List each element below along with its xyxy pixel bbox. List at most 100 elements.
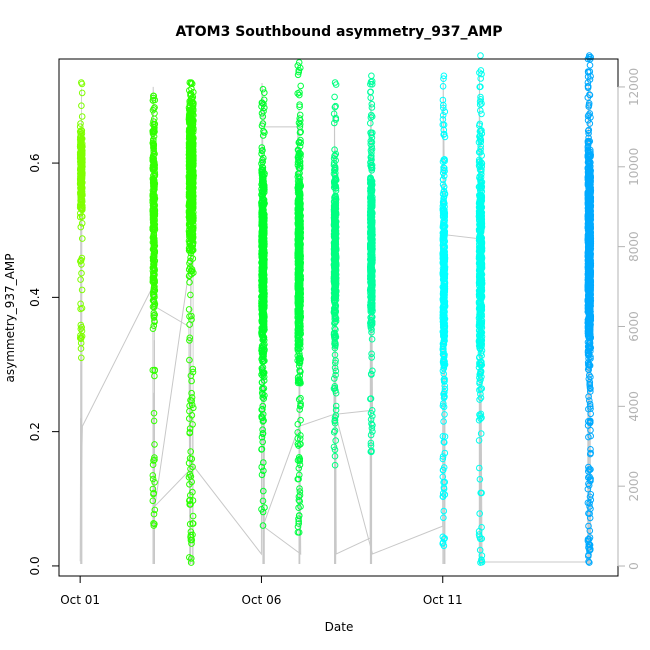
- data-point: [189, 239, 197, 246]
- data-point: [186, 321, 193, 328]
- data-point: [151, 238, 158, 246]
- data-point: [77, 184, 85, 191]
- data-point: [151, 279, 158, 286]
- data-point: [78, 79, 85, 86]
- data-point: [77, 258, 84, 265]
- data-point: [258, 433, 266, 441]
- data-point: [149, 139, 157, 147]
- data-point: [78, 261, 85, 268]
- data-point: [260, 395, 268, 403]
- data-point: [258, 463, 266, 471]
- data-point: [151, 115, 158, 123]
- data-point: [78, 150, 85, 158]
- data-point: [188, 266, 196, 273]
- data-point: [187, 182, 194, 189]
- data-point: [258, 150, 265, 158]
- data-point: [186, 244, 193, 252]
- data-point: [187, 559, 195, 566]
- data-point: [189, 230, 197, 238]
- data-point: [331, 93, 338, 101]
- data-point: [259, 394, 267, 401]
- chart-title: ATOM3 Southbound asymmetry_937_AMP: [175, 24, 502, 40]
- data-point: [259, 99, 266, 107]
- data-point: [189, 365, 197, 373]
- data-point: [258, 110, 266, 117]
- data-point: [186, 497, 193, 504]
- data-point: [259, 132, 267, 139]
- data-point: [189, 512, 197, 520]
- data-point: [189, 154, 196, 161]
- data-point: [150, 148, 158, 156]
- data-point: [259, 192, 266, 200]
- data-point: [186, 109, 194, 116]
- data-point: [150, 209, 157, 217]
- data-point: [76, 204, 84, 211]
- data-point: [149, 472, 157, 479]
- data-point: [77, 335, 85, 343]
- data-point: [149, 127, 156, 135]
- data-point: [151, 162, 158, 169]
- data-point: [149, 497, 157, 505]
- data-point: [189, 520, 196, 527]
- data-point: [187, 121, 195, 128]
- data-point: [185, 146, 193, 154]
- data-point: [78, 174, 86, 181]
- data-point: [258, 446, 265, 453]
- data-point: [186, 203, 193, 211]
- data-point: [77, 127, 85, 134]
- data-point: [190, 404, 197, 412]
- data-point: [186, 99, 194, 107]
- data-point: [151, 311, 158, 319]
- data-point: [78, 102, 85, 109]
- data-point: [185, 247, 193, 254]
- data-point: [77, 276, 84, 283]
- data-point: [151, 367, 158, 374]
- data-point: [187, 184, 194, 191]
- data-point: [151, 247, 158, 254]
- data-point: [187, 465, 194, 473]
- data-point: [77, 321, 85, 329]
- data-point: [260, 100, 267, 108]
- data-point: [150, 265, 157, 272]
- data-point: [189, 463, 196, 471]
- data-point: [188, 141, 196, 148]
- data-point: [150, 200, 158, 207]
- data-point: [259, 497, 267, 505]
- data-point: [189, 165, 196, 172]
- data-point: [77, 345, 85, 352]
- data-point: [187, 473, 195, 480]
- data-point: [150, 520, 157, 527]
- data-point: [477, 52, 484, 59]
- data-point: [151, 441, 158, 448]
- data-point: [78, 113, 86, 120]
- data-point: [185, 459, 193, 467]
- data-point: [149, 485, 157, 493]
- data-point: [187, 291, 194, 299]
- data-point: [261, 129, 268, 136]
- data-point: [258, 471, 266, 479]
- data-point: [78, 354, 85, 362]
- data-point: [190, 99, 197, 107]
- data-point: [188, 312, 195, 320]
- data-point: [150, 203, 158, 211]
- data-point: [185, 191, 193, 198]
- data-point: [77, 120, 84, 127]
- data-point: [477, 107, 484, 114]
- data-point: [78, 220, 86, 227]
- data-point: [150, 195, 157, 203]
- data-point: [188, 377, 195, 385]
- data-point: [186, 402, 193, 410]
- data-point: [188, 85, 195, 92]
- data-point: [78, 89, 86, 97]
- data-point: [150, 510, 158, 518]
- data-point: [189, 488, 196, 496]
- data-point: [186, 334, 194, 342]
- series-2023-10-04: [185, 79, 197, 566]
- data-point: [150, 291, 157, 299]
- data-point: [186, 429, 194, 436]
- data-point: [77, 334, 84, 342]
- data-point: [77, 256, 85, 264]
- data-point: [149, 246, 157, 253]
- data-point: [259, 426, 266, 434]
